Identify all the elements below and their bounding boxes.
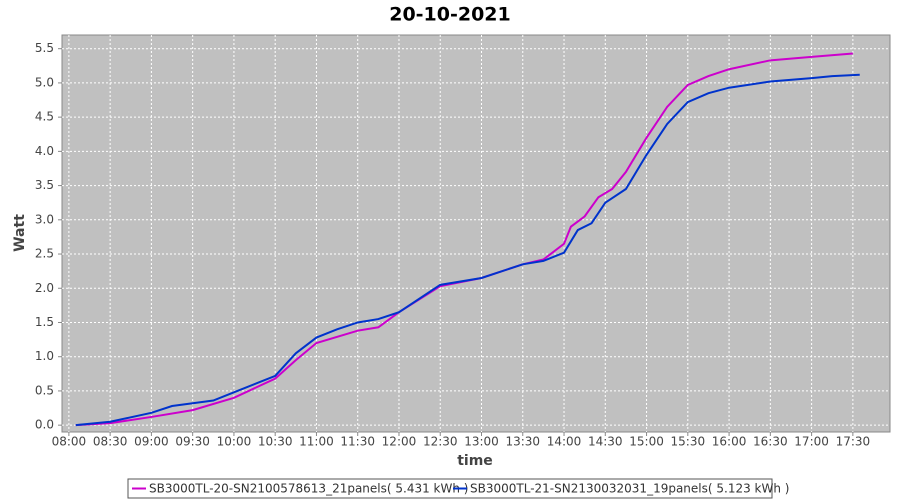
x-tick-label: 09:00 [134, 435, 169, 449]
x-tick-label: 17:30 [836, 435, 871, 449]
x-tick-label: 08:00 [52, 435, 87, 449]
y-tick-label: 3.0 [35, 212, 54, 226]
legend-label: SB3000TL-21-SN2130032031_19panels( 5.123… [470, 482, 789, 496]
data-line [75, 73, 860, 427]
x-tick-label: 12:00 [382, 435, 417, 449]
x-tick-label: 13:00 [464, 435, 499, 449]
y-tick-label: 4.0 [35, 144, 54, 158]
chart-title: 20-10-2021 [389, 4, 511, 26]
x-tick-label: 15:30 [671, 435, 706, 449]
x-tick-label: 10:00 [217, 435, 252, 449]
x-tick-label: 11:30 [340, 435, 375, 449]
y-tick-label: 5.0 [35, 75, 54, 89]
x-tick-label: 09:30 [175, 435, 210, 449]
x-tick-label: 16:00 [712, 435, 747, 449]
y-tick-label: 1.5 [35, 315, 54, 329]
y-axis-label: Watt [12, 214, 28, 252]
y-tick-label: 5.5 [35, 41, 54, 55]
y-tick-label: 1.0 [35, 349, 54, 363]
x-tick-label: 13:30 [505, 435, 540, 449]
x-axis-label: time [457, 453, 493, 469]
y-tick-label: 0.5 [35, 383, 54, 397]
x-tick-label: 17:00 [794, 435, 829, 449]
x-tick-label: 08:30 [93, 435, 128, 449]
y-tick-label: 2.0 [35, 281, 54, 295]
x-tick-label: 12:30 [423, 435, 458, 449]
x-tick-label: 16:30 [753, 435, 788, 449]
x-tick-label: 14:30 [588, 435, 623, 449]
legend-label: SB3000TL-20-SN2100578613_21panels( 5.431… [149, 482, 468, 496]
plot-area [61, 34, 891, 433]
legend [127, 478, 773, 499]
y-tick-label: 3.5 [35, 178, 54, 192]
x-tick-label: 15:00 [629, 435, 664, 449]
y-tick-label: 2.5 [35, 247, 54, 261]
x-tick-label: 10:30 [258, 435, 293, 449]
y-tick-label: 4.5 [35, 110, 54, 124]
x-tick-label: 14:00 [547, 435, 582, 449]
data-line [75, 52, 853, 427]
x-tick-label: 11:00 [299, 435, 334, 449]
y-tick-label: 0.0 [35, 418, 54, 432]
